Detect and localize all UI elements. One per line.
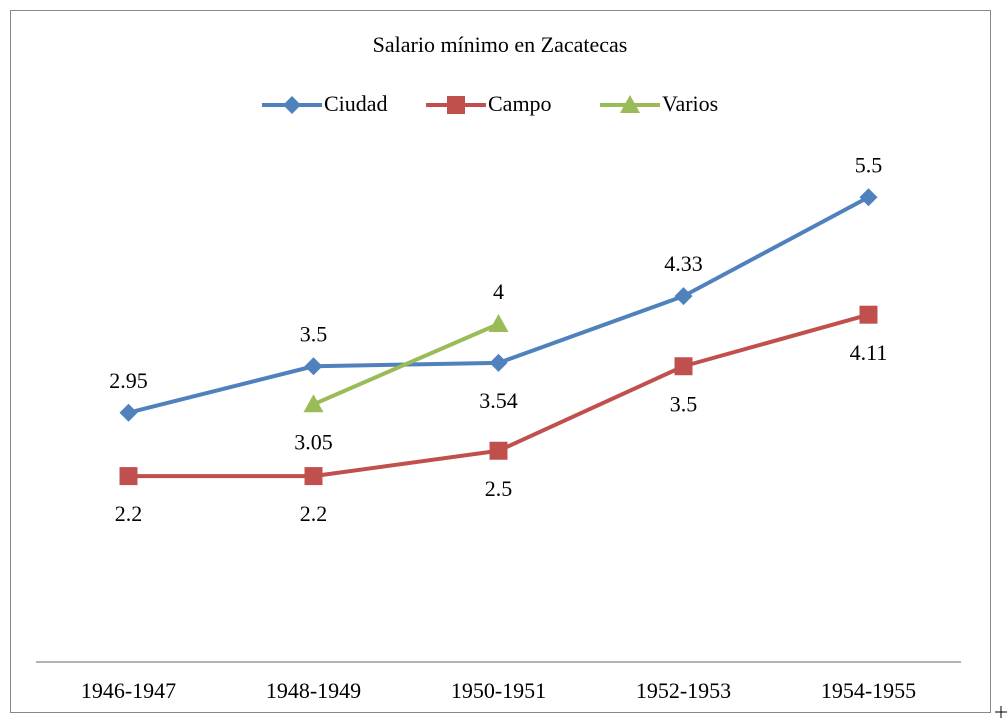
data-label: 5.5 [855,152,883,177]
x-tick-label: 1948-1949 [266,678,361,703]
data-point [674,287,693,306]
chart-title: Salario mínimo en Zacatecas [373,32,628,57]
data-point [488,314,509,332]
data-point [303,394,324,413]
data-point [304,467,323,486]
corner-handle [995,706,1007,718]
data-label: 2.2 [115,501,143,526]
data-point [119,467,138,486]
data-label: 4.11 [850,340,888,365]
data-point [674,357,693,376]
series-line [312,322,500,407]
data-label: 2.5 [485,476,513,501]
x-tick-label: 1954-1955 [821,678,916,703]
data-label: 2.2 [300,501,328,526]
data-point [859,188,878,207]
x-tick-label: 1952-1953 [636,678,731,703]
legend-marker [447,96,465,114]
data-label: 4.33 [664,251,703,276]
data-label: 2.95 [109,368,148,393]
data-label: 3.5 [670,391,698,416]
legend-marker [283,96,301,114]
legend-label: Ciudad [324,91,388,116]
data-point [489,441,508,460]
data-point [304,357,323,376]
legend-marker [620,95,640,113]
data-label: 3.05 [294,429,333,454]
data-label: 4 [493,279,504,304]
data-point [859,305,878,324]
data-point [489,353,508,372]
legend-label: Varios [662,91,718,116]
x-tick-label: 1950-1951 [451,678,546,703]
x-tick-label: 1946-1947 [81,678,176,703]
data-label: 3.54 [479,388,518,413]
legend-label: Campo [488,91,552,116]
data-label: 3.5 [300,321,328,346]
data-point [119,403,138,422]
